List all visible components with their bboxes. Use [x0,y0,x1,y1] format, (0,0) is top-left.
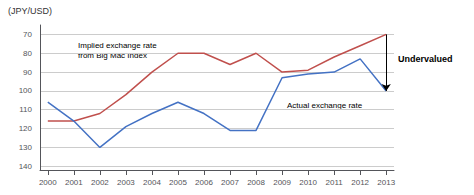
svg-text:2011: 2011 [326,178,344,187]
svg-text:2007: 2007 [221,178,239,187]
svg-text:2000: 2000 [39,178,57,187]
svg-text:(JPY/USD): (JPY/USD) [8,6,52,16]
svg-text:2002: 2002 [91,178,109,187]
svg-text:2006: 2006 [195,178,213,187]
svg-text:140: 140 [19,162,33,171]
svg-text:2008: 2008 [247,178,265,187]
svg-text:100: 100 [19,86,33,95]
svg-text:2010: 2010 [299,178,317,187]
svg-text:from Big Mac Index: from Big Mac Index [78,51,147,60]
svg-text:90: 90 [23,68,32,77]
svg-text:2005: 2005 [169,178,187,187]
svg-text:2013: 2013 [377,178,395,187]
svg-text:120: 120 [19,124,33,133]
svg-text:2001: 2001 [65,178,83,187]
svg-text:2009: 2009 [273,178,291,187]
svg-text:2004: 2004 [143,178,161,187]
svg-text:2003: 2003 [117,178,135,187]
svg-text:2012: 2012 [351,178,369,187]
svg-text:110: 110 [19,105,32,114]
svg-text:Undervalued: Undervalued [398,54,453,64]
svg-text:Implied exchange rate: Implied exchange rate [78,41,157,50]
svg-text:70: 70 [23,30,32,39]
svg-text:80: 80 [23,49,32,58]
svg-text:130: 130 [19,143,33,152]
svg-text:Actual exchange rate: Actual exchange rate [287,101,363,110]
